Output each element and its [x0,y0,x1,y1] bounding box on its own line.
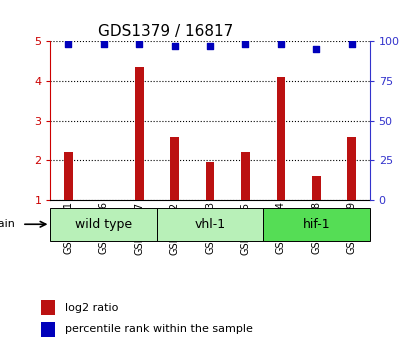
Text: hif-1: hif-1 [302,218,330,231]
Text: wild type: wild type [75,218,132,231]
Text: vhl-1: vhl-1 [194,218,226,231]
FancyBboxPatch shape [50,208,157,241]
Point [100,41,107,47]
Bar [276,77,285,200]
Bar [99,200,108,238]
Text: GDS1379 / 16817: GDS1379 / 16817 [98,24,234,39]
Point [65,41,71,47]
Bar [170,137,179,200]
Bar [41,322,55,337]
Text: percentile rank within the sample: percentile rank within the sample [66,325,253,334]
Bar [64,152,73,200]
Point [171,43,178,49]
Point [349,41,355,47]
Point [242,41,249,47]
Bar [41,300,55,315]
Bar [241,152,250,200]
Bar [135,67,144,200]
Bar [347,137,356,200]
Bar [312,176,321,200]
Point [278,41,284,47]
Text: strain: strain [0,219,15,229]
Bar [205,162,215,200]
Text: log2 ratio: log2 ratio [66,303,119,313]
FancyBboxPatch shape [263,208,370,241]
Point [136,41,142,47]
Point [207,43,213,49]
FancyBboxPatch shape [157,208,263,241]
Point [313,47,320,52]
